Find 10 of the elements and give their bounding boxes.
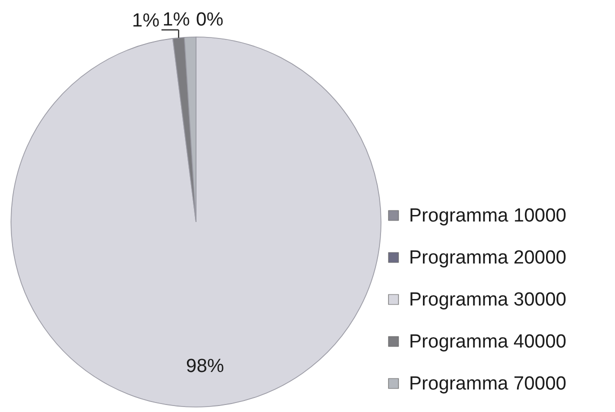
data-label: 98% — [186, 356, 224, 378]
pie-slice — [10, 36, 382, 408]
legend-label: Programma 20000 — [409, 248, 566, 268]
legend-label: Programma 40000 — [409, 332, 566, 352]
legend-label: Programma 30000 — [409, 290, 566, 310]
text: 0% — [196, 10, 224, 30]
data-label: 1% — [162, 10, 190, 31]
legend-label: Programma 10000 — [409, 206, 566, 226]
legend-label: Programma 70000 — [409, 374, 566, 394]
data-label: 1% — [132, 10, 160, 32]
